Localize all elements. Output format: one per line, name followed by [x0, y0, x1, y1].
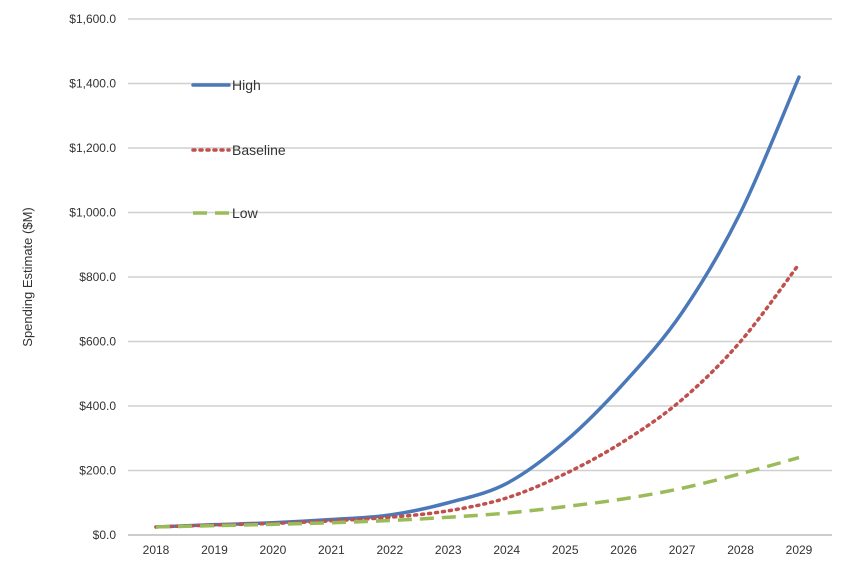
legend-label-high: High [232, 77, 261, 93]
legend-label-low: Low [232, 205, 259, 221]
y-tick-label: $600.0 [79, 335, 116, 349]
y-tick-label: $200.0 [79, 464, 116, 478]
y-tick-label: $400.0 [79, 399, 116, 413]
series-line-baseline [156, 264, 799, 527]
x-tick-label: 2018 [143, 543, 170, 557]
y-tick-label: $1,600.0 [69, 12, 116, 26]
gridlines [128, 19, 832, 535]
x-tick-label: 2022 [376, 543, 403, 557]
x-tick-label: 2019 [201, 543, 228, 557]
x-tick-label: 2027 [669, 543, 696, 557]
x-tick-label: 2024 [493, 543, 520, 557]
x-tick-label: 2023 [435, 543, 462, 557]
y-tick-label: $1,400.0 [69, 77, 116, 91]
x-tick-label: 2029 [786, 543, 813, 557]
x-tick-label: 2028 [727, 543, 754, 557]
x-tick-label: 2021 [318, 543, 345, 557]
x-tick-label: 2026 [610, 543, 637, 557]
y-axis-ticks: $0.0 $200.0 $400.0 $600.0 $800.0 $1,000.0 $1,2… [69, 12, 116, 542]
y-tick-label: $800.0 [79, 270, 116, 284]
y-tick-label: $1,200.0 [69, 141, 116, 155]
y-axis-label: Spending Estimate ($M) [20, 207, 35, 346]
y-tick-label: $1,000.0 [69, 206, 116, 220]
x-tick-label: 2025 [552, 543, 579, 557]
y-tick-label: $0.0 [93, 528, 117, 542]
x-axis-ticks: 2018 2019 2020 2021 2022 2023 2024 2025 2026 2027… [143, 543, 813, 557]
legend-label-baseline: Baseline [232, 142, 286, 158]
legend: High Baseline Low [193, 77, 286, 221]
series-line-low [156, 458, 799, 527]
x-tick-label: 2020 [260, 543, 287, 557]
